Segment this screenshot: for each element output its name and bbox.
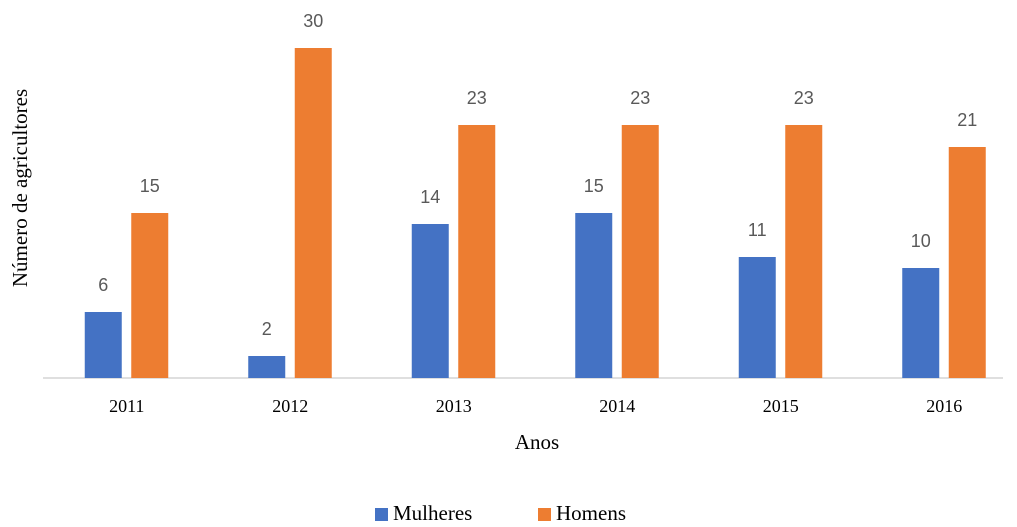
legend-swatch [538,508,551,521]
data-label: 23 [467,88,487,108]
bar [294,48,332,378]
data-label: 15 [584,176,604,196]
legend-label: Homens [556,501,626,525]
bar [131,213,169,378]
legend-swatch [375,508,388,521]
data-label: 23 [630,88,650,108]
data-label: 11 [748,220,767,240]
data-label: 30 [303,11,323,31]
bar [902,268,940,378]
data-label: 14 [420,187,440,207]
data-label: 21 [957,110,977,130]
data-label: 23 [794,88,814,108]
bar [738,257,776,378]
bar [575,213,613,378]
bar [248,356,286,378]
data-label: 10 [911,231,931,251]
bar [411,224,449,378]
legend-label: Mulheres [393,501,472,525]
y-axis-label: Número de agricultores [8,89,32,287]
x-axis-label: Anos [515,430,559,454]
x-tick-label: 2011 [109,396,144,416]
data-label: 15 [140,176,160,196]
x-tick-label: 2013 [436,396,472,416]
bar [621,125,659,378]
x-tick-label: 2012 [272,396,308,416]
data-label: 2 [262,319,272,339]
bar [84,312,122,378]
x-tick-label: 2014 [599,396,635,416]
bar [458,125,496,378]
x-tick-label: 2015 [763,396,799,416]
x-tick-label: 2016 [926,396,962,416]
data-label: 6 [98,275,108,295]
bar [948,147,986,378]
bar [785,125,823,378]
